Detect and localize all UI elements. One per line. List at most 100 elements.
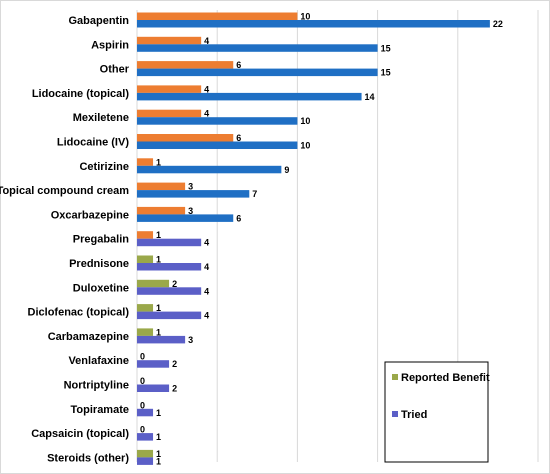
category-label-capsaicin-topical: Capsaicin (topical) xyxy=(31,428,129,440)
category-label-venlafaxine: Venlafaxine xyxy=(68,355,129,367)
bar-reported-benefit-gabapentin xyxy=(137,12,298,20)
bar-tried-steroids-other xyxy=(137,457,154,465)
data-label-tried-venlafaxine: 2 xyxy=(172,359,177,369)
bar-tried-pregabalin xyxy=(137,238,202,247)
data-label-tried-capsaicin-topical: 1 xyxy=(156,432,161,442)
bar-reported-benefit-duloxetine xyxy=(137,279,170,288)
bar-reported-benefit-topical-compound-cream xyxy=(137,182,186,191)
category-label-oxcarbazepine: Oxcarbazepine xyxy=(51,209,129,221)
data-label-reported-benefit-aspirin: 4 xyxy=(204,36,209,46)
bar-tried-lidocaine-iv xyxy=(137,141,298,149)
bar-tried-topiramate xyxy=(137,408,154,417)
bar-reported-benefit-other xyxy=(137,61,234,69)
legend: Reported Benefit Tried xyxy=(384,361,490,463)
data-label-reported-benefit-mexiletene: 4 xyxy=(204,109,209,119)
data-label-reported-benefit-topiramate: 0 xyxy=(140,400,145,410)
legend-swatch-reported-benefit xyxy=(392,374,398,380)
bar-tried-aspirin xyxy=(137,44,378,52)
data-label-reported-benefit-diclofenac-topical: 1 xyxy=(156,303,161,313)
bar-tried-duloxetine xyxy=(137,287,202,295)
data-label-reported-benefit-oxcarbazepine: 3 xyxy=(188,206,193,216)
data-label-tried-nortriptyline: 2 xyxy=(172,384,177,394)
data-label-tried-carbamazepine: 3 xyxy=(188,335,193,345)
bar-tried-gabapentin xyxy=(137,20,490,28)
category-label-lidocaine-topical: Lidocaine (topical) xyxy=(32,88,130,100)
legend-swatch-tried xyxy=(392,411,398,417)
data-label-tried-other: 15 xyxy=(381,68,391,78)
legend-box xyxy=(384,361,489,463)
bar-reported-benefit-steroids-other xyxy=(137,449,154,458)
data-label-reported-benefit-duloxetine: 2 xyxy=(172,279,177,289)
data-label-reported-benefit-venlafaxine: 0 xyxy=(140,352,145,362)
bar-reported-benefit-oxcarbazepine xyxy=(137,206,186,215)
bar-tried-mexiletene xyxy=(137,117,298,125)
data-label-tried-lidocaine-iv: 10 xyxy=(300,141,310,151)
category-label-carbamazepine: Carbamazepine xyxy=(48,331,129,343)
category-label-aspirin: Aspirin xyxy=(91,39,129,51)
data-label-reported-benefit-cetirizine: 1 xyxy=(156,157,161,167)
data-label-tried-duloxetine: 4 xyxy=(204,286,209,296)
bar-tried-carbamazepine xyxy=(137,335,186,344)
category-label-gabapentin: Gabapentin xyxy=(68,15,129,27)
bar-tried-oxcarbazepine xyxy=(137,214,234,222)
category-label-duloxetine: Duloxetine xyxy=(73,282,129,294)
bar-tried-capsaicin-topical xyxy=(137,433,154,441)
category-label-lidocaine-iv: Lidocaine (IV) xyxy=(57,137,129,149)
data-label-tried-diclofenac-topical: 4 xyxy=(204,311,209,321)
category-label-topiramate: Topiramate xyxy=(71,404,129,416)
bar-reported-benefit-carbamazepine xyxy=(137,328,154,336)
data-label-reported-benefit-other: 6 xyxy=(236,60,241,70)
bar-reported-benefit-mexiletene xyxy=(137,109,202,118)
category-labels: Gabapentin Aspirin Other Lidocaine (topical… xyxy=(0,15,130,464)
data-label-reported-benefit-pregabalin: 1 xyxy=(156,230,161,240)
data-labels: 1022415615414410610193736141424141302020… xyxy=(140,12,503,467)
bar-tried-prednisone xyxy=(137,263,202,271)
bar-reported-benefit-cetirizine xyxy=(137,158,154,166)
data-label-reported-benefit-steroids-other: 1 xyxy=(156,449,161,459)
category-label-diclofenac-topical: Diclofenac (topical) xyxy=(28,307,130,319)
category-label-prednisone: Prednisone xyxy=(69,258,129,270)
category-label-other: Other xyxy=(100,64,130,76)
bar-reported-benefit-prednisone xyxy=(137,255,154,263)
bar-tried-topical-compound-cream xyxy=(137,190,250,198)
bar-tried-venlafaxine xyxy=(137,360,170,368)
category-label-nortriptyline: Nortriptyline xyxy=(64,380,129,392)
category-label-cetirizine: Cetirizine xyxy=(79,161,129,173)
data-label-reported-benefit-lidocaine-iv: 6 xyxy=(236,133,241,143)
data-label-tried-lidocaine-topical: 14 xyxy=(365,92,375,102)
bar-reported-benefit-aspirin xyxy=(137,36,202,45)
data-label-reported-benefit-prednisone: 1 xyxy=(156,255,161,265)
data-label-tried-aspirin: 15 xyxy=(381,43,391,53)
data-label-tried-cetirizine: 9 xyxy=(284,165,289,175)
data-label-reported-benefit-nortriptyline: 0 xyxy=(140,376,145,386)
bar-reported-benefit-lidocaine-iv xyxy=(137,134,234,142)
bar-tried-other xyxy=(137,68,378,77)
bar-reported-benefit-lidocaine-topical xyxy=(137,85,202,93)
data-label-reported-benefit-topical-compound-cream: 3 xyxy=(188,182,193,192)
data-label-tried-mexiletene: 10 xyxy=(300,116,310,126)
data-label-reported-benefit-gabapentin: 10 xyxy=(300,12,310,22)
data-label-tried-oxcarbazepine: 6 xyxy=(236,213,241,223)
data-label-tried-steroids-other: 1 xyxy=(156,456,161,466)
data-label-tried-pregabalin: 4 xyxy=(204,238,209,248)
bar-tried-lidocaine-topical xyxy=(137,92,362,101)
bar-tried-nortriptyline xyxy=(137,384,170,392)
data-label-tried-prednisone: 4 xyxy=(204,262,209,272)
legend-label-tried: Tried xyxy=(401,409,427,421)
data-label-reported-benefit-capsaicin-topical: 0 xyxy=(140,425,145,435)
legend-label-reported-benefit: Reported Benefit xyxy=(401,372,490,384)
data-label-reported-benefit-lidocaine-topical: 4 xyxy=(204,84,209,94)
category-label-topical-compound-cream: Topical compound cream xyxy=(0,185,129,197)
data-label-tried-gabapentin: 22 xyxy=(493,19,503,29)
bar-tried-cetirizine xyxy=(137,165,282,174)
category-label-pregabalin: Pregabalin xyxy=(73,234,130,246)
bar-reported-benefit-diclofenac-topical xyxy=(137,304,154,312)
data-label-reported-benefit-carbamazepine: 1 xyxy=(156,327,161,337)
category-label-steroids-other: Steroids (other) xyxy=(47,452,129,464)
bars xyxy=(137,12,490,465)
bar-tried-diclofenac-topical xyxy=(137,311,202,320)
category-label-mexiletene: Mexiletene xyxy=(73,112,129,124)
data-label-tried-topical-compound-cream: 7 xyxy=(252,189,257,199)
data-label-tried-topiramate: 1 xyxy=(156,408,161,418)
